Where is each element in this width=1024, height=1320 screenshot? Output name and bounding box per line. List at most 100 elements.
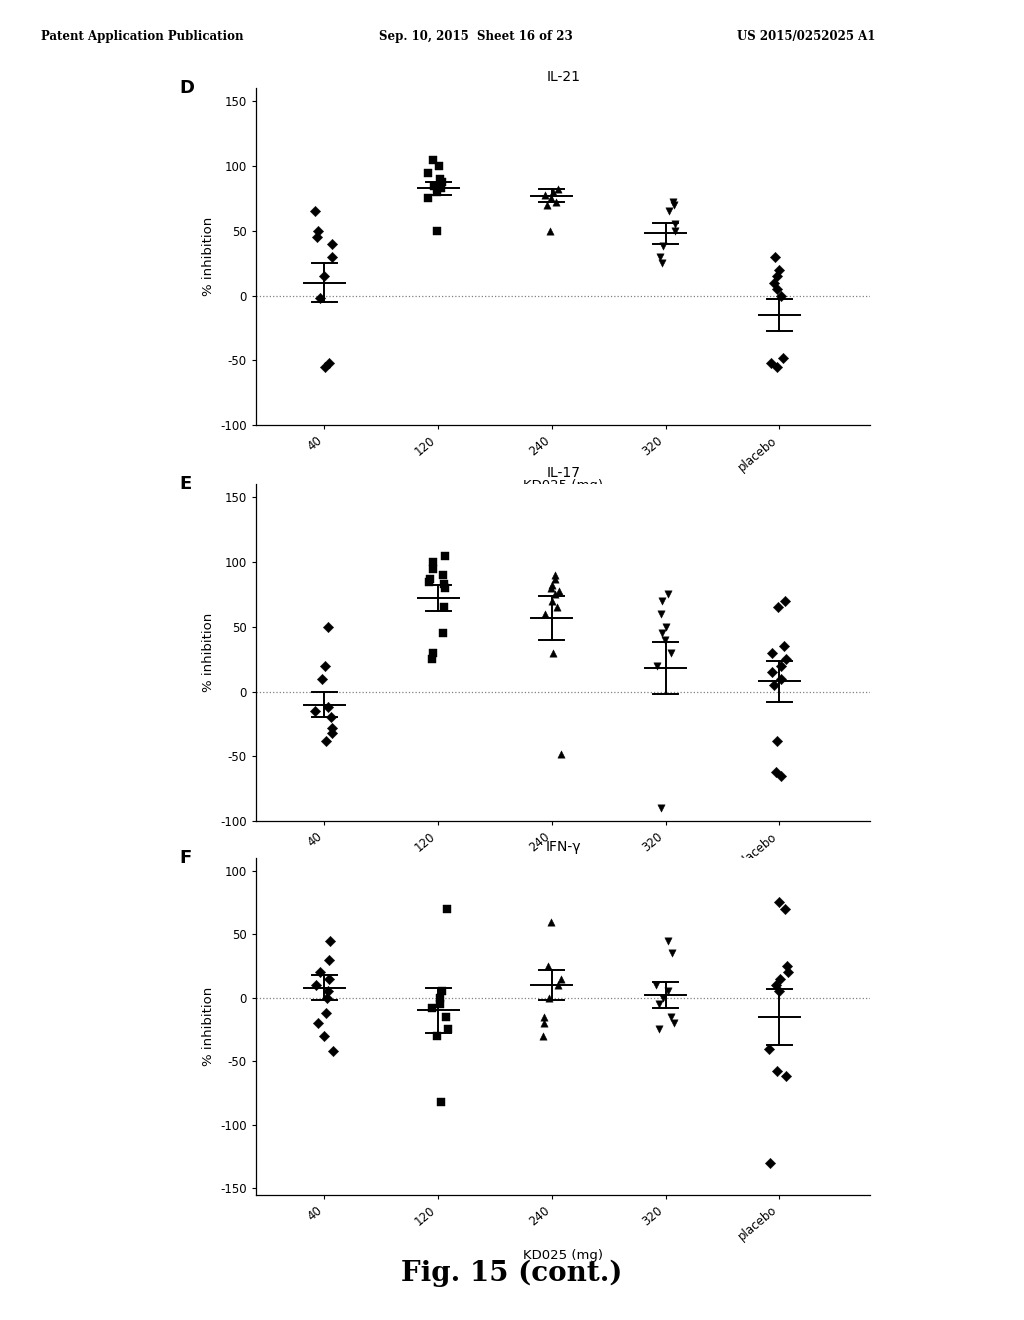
Point [766, 246, 782, 267]
Text: F: F [179, 849, 191, 867]
Point [772, 285, 788, 306]
Point [547, 565, 563, 586]
Point [655, 236, 672, 257]
Point [652, 603, 669, 624]
Point [769, 265, 785, 286]
Point [652, 797, 669, 818]
Point [437, 545, 454, 566]
Point [777, 590, 794, 611]
Point [657, 616, 674, 638]
Point [653, 590, 670, 611]
Point [308, 227, 325, 248]
Point [541, 956, 557, 977]
Point [433, 172, 450, 193]
Point [543, 187, 559, 209]
Point [666, 194, 682, 215]
Point [319, 981, 336, 1002]
Point [439, 1019, 456, 1040]
Point [543, 911, 559, 932]
Point [325, 234, 341, 255]
Point [322, 968, 338, 989]
Point [535, 1026, 551, 1047]
Point [761, 1152, 777, 1173]
Point [435, 565, 452, 586]
Point [770, 259, 786, 280]
Point [310, 220, 327, 242]
Point [421, 572, 437, 593]
Y-axis label: % inhibition: % inhibition [202, 612, 215, 693]
Point [425, 149, 441, 170]
Point [321, 352, 337, 374]
Text: Sep. 10, 2015  Sheet 16 of 23: Sep. 10, 2015 Sheet 16 of 23 [379, 30, 572, 44]
Point [778, 648, 795, 669]
Point [322, 949, 338, 970]
Point [537, 603, 553, 624]
Point [429, 220, 445, 242]
Point [769, 597, 785, 618]
Point [761, 1038, 777, 1059]
Point [431, 987, 447, 1008]
Point [774, 347, 791, 368]
Point [306, 701, 323, 722]
Point [667, 220, 683, 242]
Point [317, 356, 334, 378]
Point [660, 583, 677, 605]
Title: IL-21: IL-21 [546, 70, 581, 84]
Point [768, 279, 784, 300]
Point [326, 1040, 342, 1061]
Point [668, 214, 684, 235]
Point [773, 655, 790, 676]
Point [307, 201, 324, 222]
Point [435, 597, 452, 618]
Point [310, 1012, 327, 1034]
Point [311, 962, 328, 983]
Point [769, 356, 785, 378]
Point [664, 942, 680, 964]
Point [429, 1026, 445, 1047]
Point [420, 162, 436, 183]
Point [540, 194, 556, 215]
Point [425, 176, 441, 197]
Point [773, 668, 790, 689]
Point [659, 981, 676, 1002]
Point [541, 987, 557, 1008]
Point [654, 623, 671, 644]
X-axis label: KD025 (mg): KD025 (mg) [523, 1249, 603, 1262]
Point [325, 246, 341, 267]
Point [316, 655, 333, 676]
Point [764, 661, 780, 682]
Point [545, 181, 561, 202]
Point [657, 630, 674, 651]
Point [550, 974, 566, 995]
Point [432, 1092, 449, 1113]
Point [323, 931, 339, 952]
Point [313, 668, 330, 689]
Point [319, 616, 336, 638]
Point [553, 743, 569, 764]
Point [424, 998, 440, 1019]
Point [324, 717, 340, 738]
Point [654, 987, 671, 1008]
Text: D: D [179, 79, 195, 98]
Point [769, 1061, 785, 1082]
Point [764, 643, 780, 664]
Point [438, 898, 455, 919]
Point [542, 220, 558, 242]
Point [772, 968, 788, 989]
Point [432, 169, 449, 190]
Point [308, 974, 325, 995]
Point [432, 994, 449, 1015]
Point [321, 697, 337, 718]
Point [537, 183, 553, 205]
Point [651, 246, 668, 267]
Point [424, 648, 440, 669]
Point [425, 643, 441, 664]
Point [780, 962, 797, 983]
Point [317, 730, 334, 751]
Point [547, 569, 563, 590]
X-axis label: KD025 (mg): KD025 (mg) [523, 479, 603, 492]
Point [663, 643, 679, 664]
Point [666, 1012, 682, 1034]
Point [551, 579, 567, 601]
Point [549, 597, 565, 618]
